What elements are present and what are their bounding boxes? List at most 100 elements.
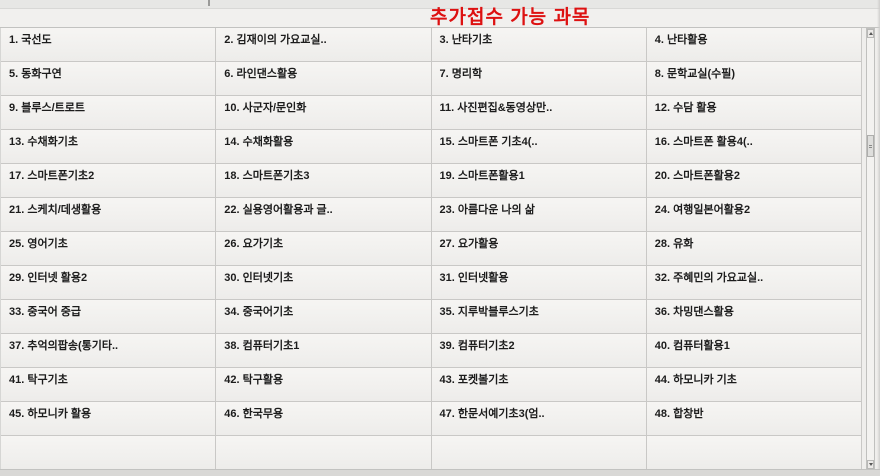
course-title: 사군자/문인화: [242, 102, 307, 114]
course-number: 15.: [439, 136, 455, 148]
course-cell[interactable]: 40. 컴퓨터활용1: [646, 334, 862, 368]
course-title: 영어기초: [27, 238, 68, 250]
course-cell[interactable]: 31. 인터넷활용: [431, 266, 647, 300]
scroll-down-button[interactable]: [867, 460, 874, 469]
course-cell[interactable]: 19. 스마트폰활용1: [431, 164, 647, 198]
course-number: 27.: [439, 238, 455, 250]
course-title: 중국어기초: [242, 306, 294, 318]
course-cell[interactable]: 17. 스마트폰기초2: [1, 164, 217, 198]
course-cell[interactable]: 23. 아름다운 나의 삶: [431, 198, 647, 232]
window-right-edge: [877, 0, 880, 476]
course-number: 4.: [654, 34, 664, 46]
course-title: 난타기초: [451, 34, 493, 46]
course-number: 6.: [224, 68, 234, 80]
course-number: 34.: [224, 306, 240, 318]
course-cell[interactable]: 29. 인터넷 활용2: [1, 266, 217, 300]
course-title: 여행일본어활용2: [673, 204, 751, 216]
course-cell[interactable]: 3. 난타기초: [431, 28, 647, 62]
course-cell[interactable]: 14. 수채화활용: [216, 130, 432, 164]
course-number: 47.: [439, 408, 455, 420]
course-cell[interactable]: 41. 탁구기초: [1, 368, 217, 402]
page-title: 추가접수 가능 과목: [430, 7, 591, 28]
course-cell[interactable]: 37. 추억의팝송(통기타..: [1, 334, 217, 368]
empty-cell: [646, 436, 862, 470]
course-cell[interactable]: 13. 수채화기초: [1, 130, 217, 164]
course-cell[interactable]: 8. 문학교실(수필): [646, 62, 862, 96]
course-cell[interactable]: 28. 유화: [646, 232, 862, 266]
course-title: 김재이의 가요교실..: [236, 34, 327, 46]
course-cell[interactable]: 1. 국선도: [1, 28, 217, 62]
course-cell[interactable]: 35. 지루박블루스기초: [431, 300, 647, 334]
course-title: 인터넷기초: [242, 272, 294, 284]
course-number: 1.: [9, 34, 19, 46]
course-cell[interactable]: 20. 스마트폰활용2: [646, 164, 862, 198]
course-cell[interactable]: 33. 중국어 중급: [1, 300, 217, 334]
course-cell[interactable]: 42. 탁구활용: [216, 368, 432, 402]
course-cell[interactable]: 46. 한국무용: [216, 402, 432, 436]
course-cell[interactable]: 16. 스마트폰 활용4(..: [646, 130, 862, 164]
course-cell[interactable]: 39. 컴퓨터기초2: [431, 334, 647, 368]
course-cell[interactable]: 4. 난타활용: [646, 28, 862, 62]
course-cell[interactable]: 32. 주혜민의 가요교실..: [646, 266, 862, 300]
course-title: 스마트폰기초2: [27, 170, 95, 182]
window-top-strip: [0, 0, 880, 9]
course-cell[interactable]: 48. 합창반: [646, 402, 862, 436]
course-cell[interactable]: 5. 동화구연: [1, 62, 217, 96]
course-number: 20.: [654, 170, 671, 182]
course-title: 수담 활용: [673, 102, 717, 114]
course-title: 인터넷 활용2: [27, 272, 88, 284]
course-number: 29.: [9, 272, 25, 284]
course-cell[interactable]: 47. 한문서예기초3(엄..: [431, 402, 647, 436]
course-title: 수채화기초: [27, 136, 78, 148]
course-cell[interactable]: 34. 중국어기초: [216, 300, 432, 334]
course-title: 주혜민의 가요교실..: [673, 272, 764, 284]
course-cell[interactable]: 26. 요가기초: [216, 232, 432, 266]
course-cell[interactable]: 18. 스마트폰기초3: [216, 164, 432, 198]
course-cell[interactable]: 7. 명리학: [431, 62, 647, 96]
scroll-up-button[interactable]: [867, 29, 874, 38]
course-cell[interactable]: 36. 차밍댄스활용: [646, 300, 862, 334]
course-number: 31.: [439, 272, 455, 284]
course-cell[interactable]: 44. 하모니카 기초: [646, 368, 862, 402]
course-cell[interactable]: 2. 김재이의 가요교실..: [216, 28, 432, 62]
course-cell[interactable]: 10. 사군자/문인화: [216, 96, 432, 130]
course-number: 26.: [224, 238, 240, 250]
course-title: 수채화활용: [242, 136, 294, 148]
course-number: 32.: [654, 272, 671, 284]
course-number: 41.: [9, 374, 25, 386]
course-number: 40.: [654, 340, 671, 352]
course-title: 하모니카 기초: [673, 374, 737, 386]
course-title: 컴퓨터활용1: [673, 340, 730, 352]
course-cell[interactable]: 25. 영어기초: [1, 232, 217, 266]
course-title: 한국무용: [242, 408, 284, 420]
empty-cell: [431, 436, 647, 470]
course-cell[interactable]: 45. 하모니카 활용: [1, 402, 217, 436]
course-cell[interactable]: 27. 요가활용: [431, 232, 647, 266]
course-cell[interactable]: 9. 블루스/트로트: [1, 96, 217, 130]
course-title: 동화구연: [21, 68, 62, 80]
vertical-scrollbar[interactable]: [866, 28, 875, 470]
course-cell[interactable]: 38. 컴퓨터기초1: [216, 334, 432, 368]
course-number: 36.: [654, 306, 671, 318]
course-cell[interactable]: 24. 여행일본어활용2: [646, 198, 862, 232]
course-title: 라인댄스활용: [236, 68, 298, 80]
course-number: 33.: [9, 306, 25, 318]
page-title-bar: 추가접수 가능 과목: [0, 0, 880, 28]
course-number: 25.: [9, 238, 25, 250]
course-cell[interactable]: 15. 스마트폰 기초4(..: [431, 130, 647, 164]
course-number: 48.: [654, 408, 671, 420]
course-title: 난타활용: [667, 34, 708, 46]
course-cell[interactable]: 22. 실용영어활용과 글..: [216, 198, 432, 232]
course-cell[interactable]: 21. 스케치/데생활용: [1, 198, 217, 232]
column-divider-remnant: [208, 0, 210, 6]
course-cell[interactable]: 6. 라인댄스활용: [216, 62, 432, 96]
course-cell[interactable]: 30. 인터넷기초: [216, 266, 432, 300]
course-title: 스마트폰 활용4(..: [673, 136, 753, 148]
course-number: 3.: [439, 34, 449, 46]
course-cell[interactable]: 12. 수담 활용: [646, 96, 862, 130]
course-cell[interactable]: 43. 포켓볼기초: [431, 368, 647, 402]
scrollbar-thumb[interactable]: [867, 135, 874, 157]
course-number: 23.: [439, 204, 455, 216]
course-cell[interactable]: 11. 사진편집&동영상만..: [431, 96, 647, 130]
